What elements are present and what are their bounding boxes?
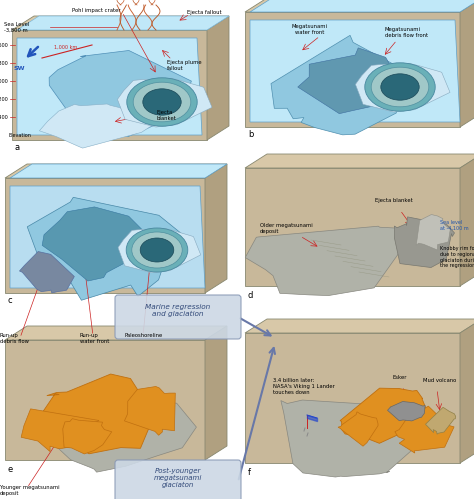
Text: -3,600: -3,600 [0, 42, 9, 47]
Polygon shape [118, 229, 201, 273]
Polygon shape [416, 215, 450, 250]
Ellipse shape [127, 78, 197, 126]
Polygon shape [245, 319, 474, 333]
Polygon shape [5, 178, 205, 293]
Ellipse shape [126, 228, 188, 272]
Polygon shape [271, 35, 411, 135]
Polygon shape [245, 12, 460, 127]
Text: Post-younger
megatsunami
glaciaton: Post-younger megatsunami glaciaton [154, 468, 202, 489]
Text: 3.4 billion later:
NASA's Viking 1 Lander
touches down: 3.4 billion later: NASA's Viking 1 Lande… [273, 378, 335, 395]
Text: Ejecta blanket: Ejecta blanket [375, 198, 413, 203]
Polygon shape [298, 48, 405, 114]
Polygon shape [5, 340, 205, 460]
Polygon shape [205, 326, 227, 460]
Polygon shape [245, 333, 460, 463]
Text: -4,000: -4,000 [0, 78, 9, 83]
Ellipse shape [143, 89, 181, 115]
Polygon shape [250, 20, 460, 122]
Ellipse shape [140, 238, 174, 262]
Polygon shape [245, 226, 410, 295]
Text: Run-up
water front: Run-up water front [80, 333, 109, 344]
Polygon shape [460, 319, 474, 463]
Text: Marine regression
and glaciation: Marine regression and glaciation [146, 304, 210, 317]
Polygon shape [5, 326, 227, 340]
Polygon shape [63, 419, 112, 454]
Polygon shape [245, 0, 474, 12]
Text: e: e [8, 465, 13, 474]
Polygon shape [5, 164, 227, 178]
Ellipse shape [132, 232, 182, 268]
Ellipse shape [133, 82, 191, 122]
Text: Knobby rim forms
due to regional
glaciaton during
the regression: Knobby rim forms due to regional glaciat… [440, 246, 474, 268]
Text: -4,400: -4,400 [0, 114, 9, 119]
Text: Sea level
at -4,100 m: Sea level at -4,100 m [440, 220, 469, 231]
Ellipse shape [381, 74, 419, 100]
Polygon shape [338, 412, 378, 446]
Ellipse shape [371, 67, 429, 107]
Text: Younger megatsunami
deposit: Younger megatsunami deposit [0, 485, 60, 496]
Polygon shape [394, 217, 455, 267]
Polygon shape [207, 16, 229, 140]
Polygon shape [42, 207, 155, 281]
Text: Megatsunami
water front: Megatsunami water front [292, 24, 328, 35]
Polygon shape [205, 164, 227, 293]
Text: f: f [248, 468, 251, 477]
Polygon shape [10, 164, 227, 178]
Text: b: b [248, 130, 254, 139]
Text: 1,000 km: 1,000 km [54, 45, 77, 50]
Text: Esker: Esker [393, 375, 408, 380]
Polygon shape [17, 38, 202, 135]
Text: Sea Level
-3,800 m: Sea Level -3,800 m [4, 22, 29, 33]
Polygon shape [12, 30, 207, 140]
Text: -4,200: -4,200 [0, 96, 9, 101]
Polygon shape [125, 387, 175, 435]
Text: SW: SW [13, 66, 25, 71]
Polygon shape [10, 186, 205, 288]
Polygon shape [281, 400, 436, 477]
Text: a: a [15, 143, 20, 152]
FancyBboxPatch shape [115, 460, 241, 499]
Polygon shape [21, 409, 99, 452]
Text: Megatsunami
debris flow front: Megatsunami debris flow front [385, 27, 428, 38]
Polygon shape [39, 104, 157, 148]
Ellipse shape [365, 63, 435, 111]
Text: -3,800: -3,800 [0, 60, 9, 65]
Polygon shape [245, 154, 474, 168]
Polygon shape [12, 16, 229, 30]
Polygon shape [388, 402, 425, 421]
Text: d: d [248, 291, 254, 300]
Text: Run-up
debris flow: Run-up debris flow [0, 333, 29, 344]
Polygon shape [27, 197, 194, 300]
Polygon shape [250, 0, 474, 12]
Text: c: c [8, 296, 13, 305]
Polygon shape [17, 16, 229, 30]
FancyBboxPatch shape [115, 295, 241, 339]
Text: Ejecta
blanket: Ejecta blanket [157, 110, 177, 121]
Text: Ejecta plume
fallout: Ejecta plume fallout [167, 60, 201, 71]
Polygon shape [426, 407, 456, 434]
Polygon shape [31, 392, 196, 472]
Polygon shape [460, 154, 474, 286]
Polygon shape [340, 388, 434, 443]
Polygon shape [118, 78, 212, 127]
Text: Older megatsunami
deposit: Older megatsunami deposit [260, 223, 313, 234]
Text: Mud volcano: Mud volcano [423, 378, 456, 383]
Polygon shape [19, 251, 74, 293]
Text: Ejecta fallout: Ejecta fallout [187, 10, 222, 15]
Text: Paleoshoreline: Paleoshoreline [125, 333, 163, 338]
Polygon shape [35, 374, 164, 454]
Polygon shape [356, 63, 450, 112]
Polygon shape [245, 168, 460, 286]
Polygon shape [460, 0, 474, 127]
Polygon shape [49, 50, 191, 137]
Polygon shape [395, 406, 454, 453]
Text: Elevation: Elevation [9, 133, 32, 138]
Text: Pohl impact crater: Pohl impact crater [72, 8, 120, 13]
